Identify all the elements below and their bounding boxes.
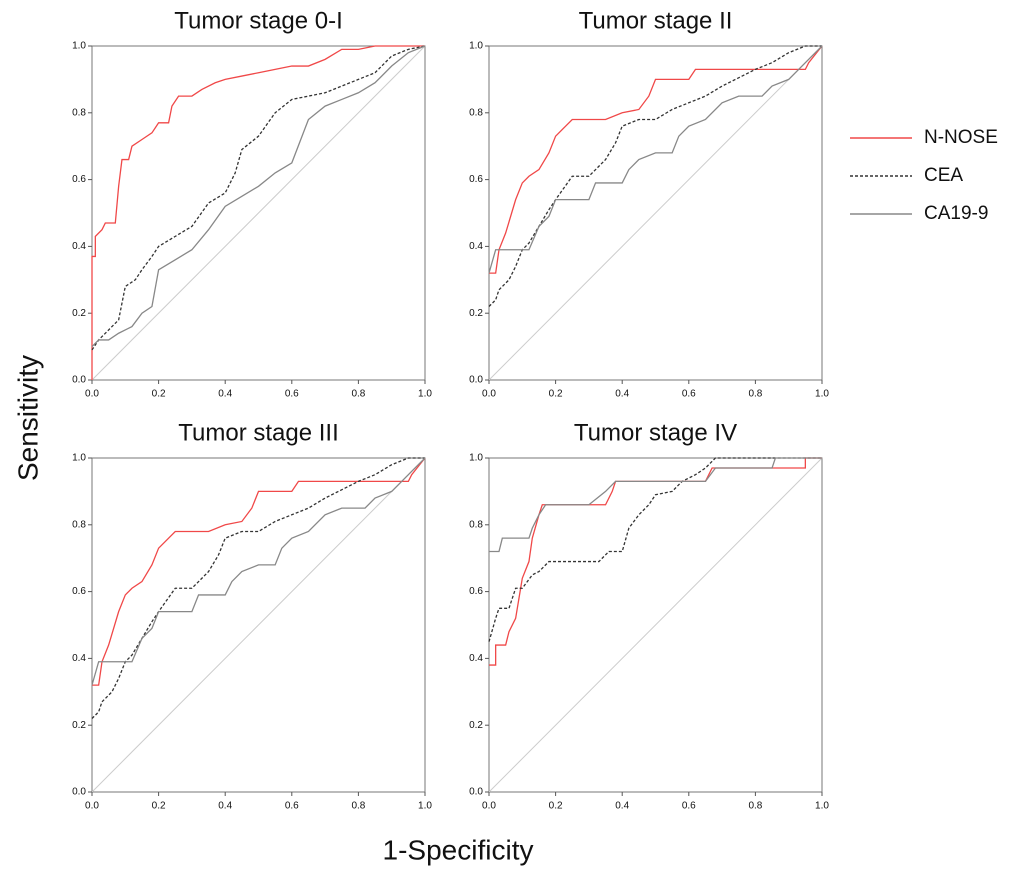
x-tick-label: 0.8 <box>351 389 365 400</box>
y-tick-label: 0.0 <box>469 375 483 386</box>
y-tick-label: 1.0 <box>72 41 86 52</box>
y-tick-label: 0.8 <box>72 519 86 530</box>
x-tick-label: 0.6 <box>682 801 696 812</box>
roc-curve <box>488 45 822 307</box>
roc-curve <box>91 45 426 348</box>
y-tick-label: 1.0 <box>72 453 86 464</box>
y-tick-label: 1.0 <box>469 453 483 464</box>
x-tick-label: 1.0 <box>815 801 829 812</box>
y-tick-label: 1.0 <box>469 41 483 52</box>
y-tick-label: 0.4 <box>72 241 86 252</box>
x-tick-label: 0.2 <box>549 389 563 400</box>
x-tick-label: 0.2 <box>152 389 166 400</box>
reference-line <box>488 457 823 793</box>
x-tick-label: 1.0 <box>418 389 432 400</box>
roc-curve <box>91 457 425 719</box>
chart-title: Tumor stage IV <box>574 419 737 446</box>
x-tick-label: 0.8 <box>351 801 365 812</box>
plot-frame <box>91 457 426 793</box>
x-tick-label: 0.0 <box>85 389 99 400</box>
x-tick-label: 0.6 <box>285 801 299 812</box>
roc-curve <box>92 457 426 686</box>
roc-curve <box>488 45 823 274</box>
y-tick-label: 0.2 <box>72 720 86 731</box>
y-tick-label: 0.2 <box>469 308 483 319</box>
x-tick-label: 0.2 <box>549 801 563 812</box>
x-tick-label: 0.4 <box>615 801 629 812</box>
y-tick-label: 0.4 <box>469 241 483 252</box>
roc-curve <box>91 457 426 686</box>
y-tick-label: 0.0 <box>72 375 86 386</box>
y-tick-label: 0.6 <box>469 174 483 185</box>
y-tick-label: 0.0 <box>469 787 483 798</box>
roc-curve <box>488 457 822 642</box>
roc-curve <box>91 45 425 380</box>
y-tick-label: 0.4 <box>72 653 86 664</box>
roc-curve <box>489 45 823 274</box>
y-tick-label: 0.6 <box>72 174 86 185</box>
x-tick-label: 0.4 <box>218 801 232 812</box>
y-tick-label: 0.6 <box>72 586 86 597</box>
plot-frame <box>488 45 823 381</box>
x-tick-label: 0.8 <box>748 801 762 812</box>
x-tick-label: 1.0 <box>418 801 432 812</box>
y-tick-label: 0.4 <box>469 653 483 664</box>
y-axis-label: Sensitivity <box>12 355 43 481</box>
y-tick-label: 0.8 <box>469 107 483 118</box>
y-tick-label: 0.6 <box>469 586 483 597</box>
y-tick-label: 0.0 <box>72 787 86 798</box>
reference-line <box>488 45 823 381</box>
x-tick-label: 0.6 <box>682 389 696 400</box>
y-tick-label: 0.2 <box>72 308 86 319</box>
y-tick-label: 0.8 <box>469 519 483 530</box>
legend-label: CEA <box>924 165 963 186</box>
x-tick-label: 1.0 <box>815 389 829 400</box>
chart-title: Tumor stage III <box>178 419 339 446</box>
chart-title: Tumor stage 0-I <box>174 7 343 34</box>
plot-frame <box>488 457 823 793</box>
reference-line <box>91 457 426 793</box>
plot-frame <box>91 45 426 381</box>
y-tick-label: 0.2 <box>469 720 483 731</box>
roc-curve <box>91 45 426 351</box>
roc-curve <box>489 457 822 553</box>
x-tick-label: 0.4 <box>218 389 232 400</box>
x-tick-label: 0.0 <box>85 801 99 812</box>
x-tick-label: 0.6 <box>285 389 299 400</box>
x-tick-label: 0.8 <box>748 389 762 400</box>
x-axis-label: 1-Specificity <box>383 834 534 865</box>
legend-label: N-NOSE <box>924 127 998 148</box>
x-tick-label: 0.0 <box>482 389 496 400</box>
y-tick-label: 0.8 <box>72 107 86 118</box>
x-tick-label: 0.0 <box>482 801 496 812</box>
roc-curve <box>489 457 822 666</box>
chart-title: Tumor stage II <box>579 7 733 34</box>
legend-label: CA19-9 <box>924 203 988 224</box>
reference-line <box>91 45 426 381</box>
x-tick-label: 0.4 <box>615 389 629 400</box>
x-tick-label: 0.2 <box>152 801 166 812</box>
